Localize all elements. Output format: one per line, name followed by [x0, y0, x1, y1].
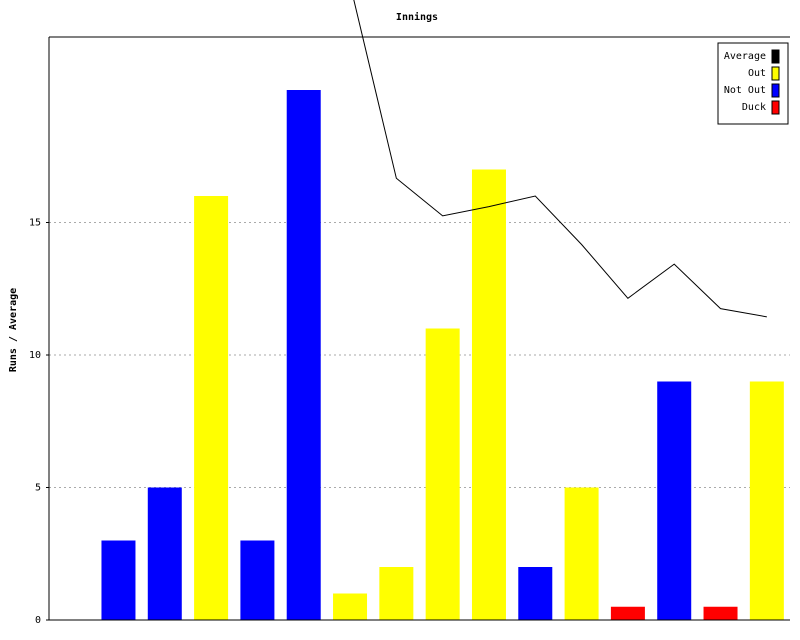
bar [379, 567, 414, 620]
legend-label: Duck [742, 102, 766, 113]
bar [564, 487, 599, 620]
y-tick-label: 10 [29, 350, 41, 361]
y-tick-label: 5 [35, 483, 41, 494]
legend-swatch [771, 83, 780, 98]
bar [518, 567, 553, 620]
bar [657, 381, 692, 620]
y-tick-label: 0 [35, 615, 41, 626]
bar [286, 90, 321, 620]
y-axis-label: Runs / Average [8, 288, 19, 372]
bar [333, 593, 368, 620]
bar [703, 606, 738, 620]
legend-label: Average [724, 51, 766, 62]
bar [147, 487, 182, 620]
legend-label: Not Out [724, 85, 766, 96]
y-tick-label: 15 [29, 218, 41, 229]
legend-swatch [771, 66, 780, 81]
average-line [353, 0, 767, 318]
bar [610, 606, 645, 620]
legend-swatch [771, 100, 780, 115]
bar [101, 540, 136, 620]
bar [194, 196, 229, 620]
bar [425, 328, 460, 620]
legend-swatch [771, 49, 780, 64]
chart-title: Innings [396, 11, 438, 23]
bar [471, 169, 506, 620]
bar [749, 381, 784, 620]
bar [240, 540, 275, 620]
legend-label: Out [748, 68, 766, 79]
